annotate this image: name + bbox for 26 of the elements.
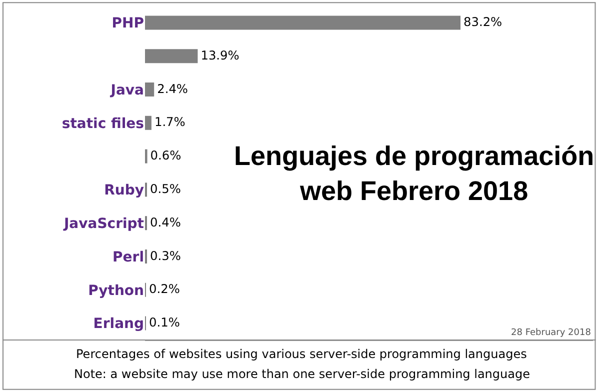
text: Note: a website may use more than one server-side programming language	[74, 367, 530, 381]
bar	[145, 82, 154, 97]
text: 28 February 2018	[511, 328, 592, 338]
y-tick-label: Python	[88, 282, 144, 299]
bar	[145, 16, 460, 30]
data-label: 13.9%	[200, 48, 240, 62]
data-label: 2.4%	[157, 82, 188, 96]
text: Lenguajes de programación web Febrero 2018	[234, 141, 594, 206]
y-tick-label: Perl	[112, 249, 144, 266]
bar	[145, 49, 198, 64]
data-label: 0.6%	[150, 148, 182, 163]
data-label: 1.7%	[154, 115, 186, 130]
y-tick-label: static files	[62, 116, 144, 132]
data-label: 83.2%	[464, 14, 502, 29]
y-tick-label: Ruby	[104, 182, 144, 199]
data-label: 0.4%	[150, 215, 181, 230]
y-tick-label: Java	[110, 82, 144, 98]
text: Percentages of websites using various server-side programming languages	[76, 347, 527, 361]
data-label: 0.3%	[150, 248, 181, 263]
data-label: 0.5%	[150, 182, 181, 196]
data-label: 0.2%	[149, 282, 180, 296]
y-tick-label: Erlang	[93, 316, 144, 332]
bar	[145, 116, 152, 130]
y-tick-label: JavaScript	[62, 216, 144, 232]
data-label: 0.1%	[149, 316, 180, 330]
y-tick-label: PHP	[112, 16, 144, 32]
